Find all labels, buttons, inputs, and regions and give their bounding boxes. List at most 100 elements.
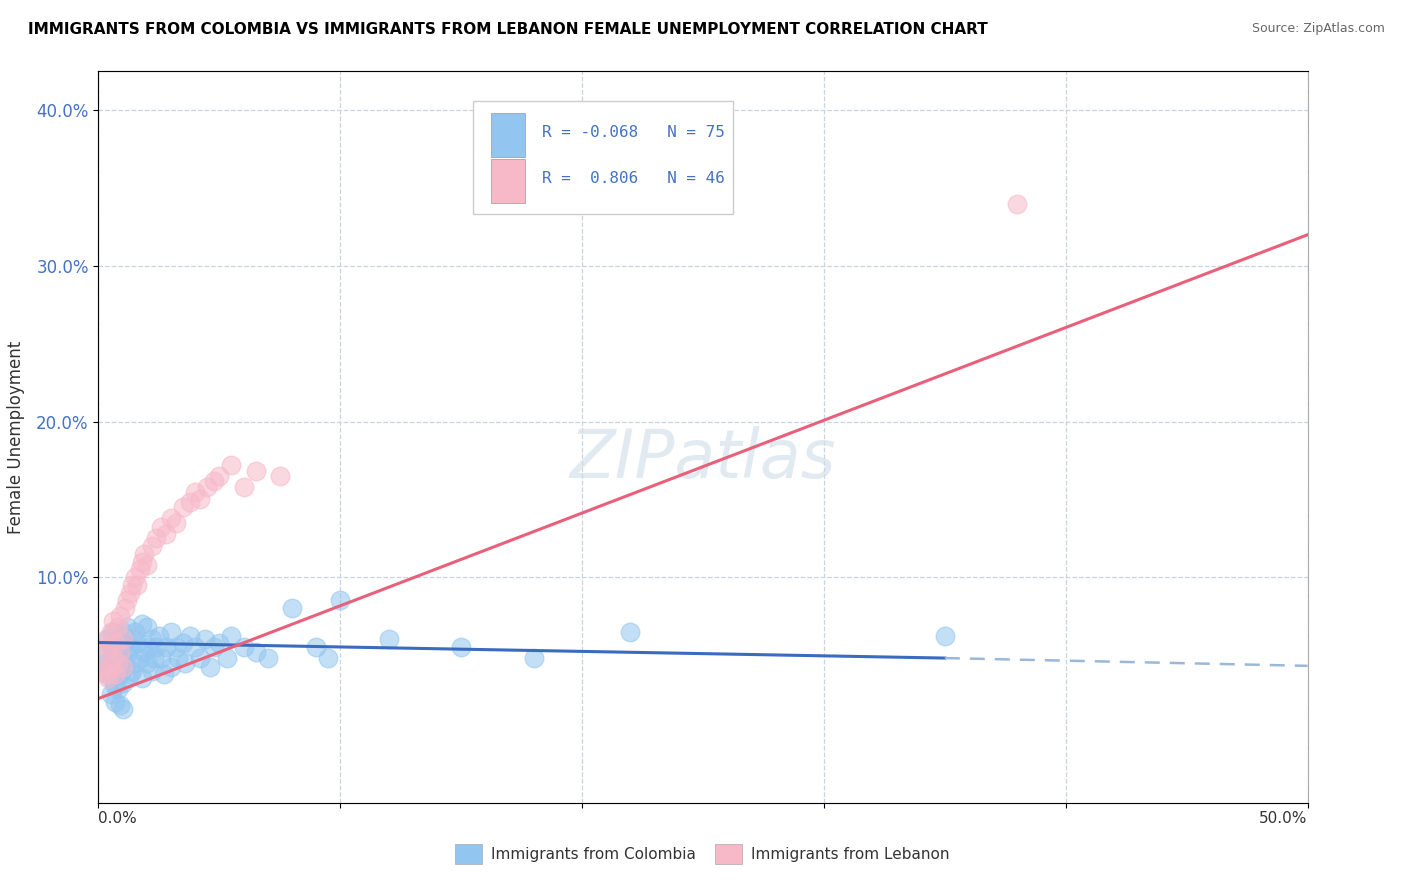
- Point: [150, 651, 173, 665]
- Point: [114, 660, 136, 674]
- Point: [256, 651, 278, 665]
- Point: [148, 629, 170, 643]
- FancyBboxPatch shape: [716, 844, 742, 864]
- Point: [184, 484, 207, 499]
- Text: IMMIGRANTS FROM COLOMBIA VS IMMIGRANTS FROM LEBANON FEMALE UNEMPLOYMENT CORRELAT: IMMIGRANTS FROM COLOMBIA VS IMMIGRANTS F…: [28, 22, 988, 37]
- Point: [141, 632, 163, 647]
- Point: [194, 632, 217, 647]
- Point: [160, 624, 183, 639]
- Point: [135, 558, 157, 572]
- Point: [305, 640, 328, 655]
- Point: [94, 632, 117, 647]
- Point: [111, 676, 134, 690]
- Point: [121, 578, 143, 592]
- Point: [131, 555, 153, 569]
- Point: [117, 593, 139, 607]
- FancyBboxPatch shape: [492, 159, 526, 203]
- Point: [91, 664, 114, 678]
- Point: [934, 629, 956, 643]
- Point: [121, 664, 143, 678]
- Point: [104, 679, 127, 693]
- Point: [94, 656, 117, 670]
- Text: Immigrants from Lebanon: Immigrants from Lebanon: [751, 847, 950, 862]
- Text: R =  0.806   N = 46: R = 0.806 N = 46: [543, 171, 725, 186]
- Point: [281, 601, 304, 615]
- Point: [141, 664, 163, 678]
- Point: [100, 687, 122, 701]
- Point: [269, 469, 291, 483]
- Point: [221, 629, 243, 643]
- Point: [179, 629, 201, 643]
- Point: [111, 624, 134, 639]
- Point: [100, 660, 122, 674]
- Point: [107, 620, 129, 634]
- Point: [97, 671, 120, 685]
- Point: [134, 645, 156, 659]
- Point: [108, 609, 131, 624]
- Point: [111, 632, 134, 647]
- Point: [150, 520, 173, 534]
- Point: [127, 635, 149, 649]
- Point: [208, 469, 231, 483]
- Point: [108, 698, 131, 712]
- Point: [198, 660, 221, 674]
- Point: [100, 671, 122, 685]
- Point: [450, 640, 472, 655]
- Point: [155, 640, 177, 655]
- Point: [107, 656, 129, 670]
- Point: [124, 624, 146, 639]
- Point: [165, 516, 187, 530]
- Point: [204, 640, 226, 655]
- Point: [111, 651, 134, 665]
- Point: [124, 570, 146, 584]
- Point: [97, 632, 120, 647]
- Point: [188, 492, 211, 507]
- Point: [121, 632, 143, 647]
- Point: [104, 666, 127, 681]
- Point: [195, 480, 218, 494]
- Y-axis label: Female Unemployment: Female Unemployment: [7, 341, 25, 533]
- Point: [215, 651, 238, 665]
- Text: R = -0.068   N = 75: R = -0.068 N = 75: [543, 125, 725, 139]
- Point: [97, 640, 120, 655]
- Point: [145, 531, 167, 545]
- Point: [316, 651, 339, 665]
- Point: [104, 648, 127, 662]
- Point: [111, 702, 134, 716]
- Point: [114, 601, 136, 615]
- Point: [128, 562, 150, 576]
- Point: [108, 640, 131, 655]
- Point: [329, 593, 352, 607]
- Text: Source: ZipAtlas.com: Source: ZipAtlas.com: [1251, 22, 1385, 36]
- Point: [208, 635, 231, 649]
- Point: [124, 656, 146, 670]
- FancyBboxPatch shape: [456, 844, 482, 864]
- Point: [107, 632, 129, 647]
- Point: [100, 640, 122, 655]
- Point: [108, 666, 131, 681]
- Point: [141, 539, 163, 553]
- Point: [94, 666, 117, 681]
- Point: [204, 474, 226, 488]
- Point: [131, 671, 153, 685]
- Point: [160, 511, 183, 525]
- Point: [101, 624, 124, 639]
- Point: [117, 620, 139, 634]
- Point: [118, 585, 141, 599]
- Point: [184, 640, 207, 655]
- Point: [152, 666, 174, 681]
- Point: [232, 640, 254, 655]
- Point: [101, 656, 124, 670]
- Point: [118, 640, 141, 655]
- FancyBboxPatch shape: [474, 101, 734, 214]
- Point: [145, 640, 167, 655]
- Point: [111, 660, 134, 674]
- Text: 50.0%: 50.0%: [1260, 811, 1308, 826]
- Point: [114, 635, 136, 649]
- Point: [131, 616, 153, 631]
- Point: [134, 547, 156, 561]
- Point: [174, 656, 197, 670]
- Point: [172, 635, 194, 649]
- Point: [91, 648, 114, 662]
- Point: [101, 614, 124, 628]
